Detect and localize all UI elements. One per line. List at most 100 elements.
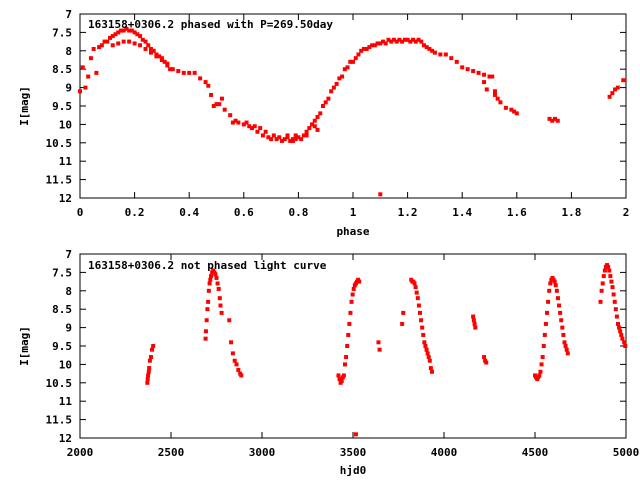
data-point <box>471 318 476 323</box>
data-point <box>135 32 140 37</box>
data-point <box>424 45 429 50</box>
data-point <box>320 104 325 108</box>
data-point <box>277 135 282 140</box>
data-point <box>315 115 320 120</box>
data-point <box>296 135 301 140</box>
data-point <box>334 81 339 86</box>
data-point <box>204 318 209 323</box>
data-point <box>561 332 566 337</box>
y-tick-label: 12 <box>59 432 72 445</box>
data-point <box>116 41 121 46</box>
data-point <box>222 107 227 112</box>
data-point <box>146 373 151 378</box>
data-point <box>538 369 543 374</box>
data-point <box>340 74 345 79</box>
data-point <box>215 281 220 286</box>
data-point <box>214 102 219 107</box>
y-tick-label: 10.5 <box>46 137 73 150</box>
data-point <box>165 61 170 66</box>
data-point <box>541 344 546 348</box>
data-point <box>342 67 347 72</box>
data-point <box>413 285 418 290</box>
data-point <box>438 52 443 57</box>
data-point <box>622 340 627 345</box>
y-tick-label: 9.5 <box>52 340 72 353</box>
y-axis-label: I[mag] <box>18 86 31 126</box>
y-tick-label: 7.5 <box>52 266 72 279</box>
data-point <box>345 344 350 348</box>
y-tick-label: 10 <box>59 118 72 131</box>
data-point <box>266 135 271 140</box>
data-point <box>372 43 377 48</box>
x-tick-label: 4500 <box>522 446 549 459</box>
data-point <box>329 89 334 94</box>
data-point <box>420 325 425 330</box>
data-point <box>80 65 85 70</box>
data-point <box>318 111 323 116</box>
data-point <box>378 41 383 46</box>
data-point <box>118 28 123 33</box>
data-point <box>351 59 355 64</box>
data-point <box>143 46 148 51</box>
data-point <box>558 310 563 315</box>
data-point <box>213 272 218 277</box>
data-point <box>610 285 615 290</box>
data-point <box>419 39 424 44</box>
data-point <box>416 303 421 308</box>
data-point <box>615 321 620 326</box>
data-point <box>417 310 422 315</box>
x-tick-label: 3000 <box>249 446 276 459</box>
data-point <box>600 281 605 286</box>
data-point <box>301 133 306 138</box>
data-point <box>421 332 426 337</box>
data-point <box>476 70 481 75</box>
data-point <box>280 138 285 143</box>
data-point <box>208 277 213 282</box>
data-point <box>86 74 91 79</box>
data-point <box>342 362 347 367</box>
data-point <box>293 133 298 138</box>
data-point <box>247 124 252 129</box>
y-tick-label: 9 <box>65 322 72 335</box>
x-tick-label: 3500 <box>340 446 367 459</box>
data-point <box>422 340 427 345</box>
x-tick-label: 1.2 <box>398 206 418 219</box>
x-axis-label: hjd0 <box>340 464 367 477</box>
data-point <box>181 70 186 75</box>
data-point <box>557 303 562 308</box>
data-point <box>514 111 519 116</box>
data-point <box>207 281 212 286</box>
data-point <box>609 279 614 284</box>
data-point <box>432 50 437 55</box>
data-point <box>348 59 353 64</box>
data-point <box>209 274 214 279</box>
data-point <box>619 332 624 337</box>
y-tick-label: 11 <box>59 395 73 408</box>
data-point <box>350 292 355 297</box>
data-point <box>554 288 559 293</box>
data-point <box>299 137 304 142</box>
data-point <box>443 52 448 57</box>
data-point <box>353 56 358 61</box>
data-point <box>495 96 500 101</box>
data-point <box>602 268 607 273</box>
data-point <box>145 377 150 382</box>
data-point <box>473 325 478 330</box>
data-point <box>218 303 223 308</box>
data-point <box>608 274 613 279</box>
x-tick-label: 0.2 <box>125 206 145 219</box>
data-point <box>346 332 351 337</box>
data-point <box>232 358 237 363</box>
data-point <box>304 133 309 138</box>
data-point <box>258 126 263 131</box>
data-point <box>227 318 232 323</box>
data-point <box>543 321 548 326</box>
data-point <box>426 355 431 360</box>
data-point <box>236 120 241 125</box>
data-point <box>370 43 375 48</box>
y-axis-label: I[mag] <box>18 326 31 366</box>
data-point <box>424 347 429 352</box>
data-point <box>249 126 254 131</box>
data-point <box>553 283 558 288</box>
